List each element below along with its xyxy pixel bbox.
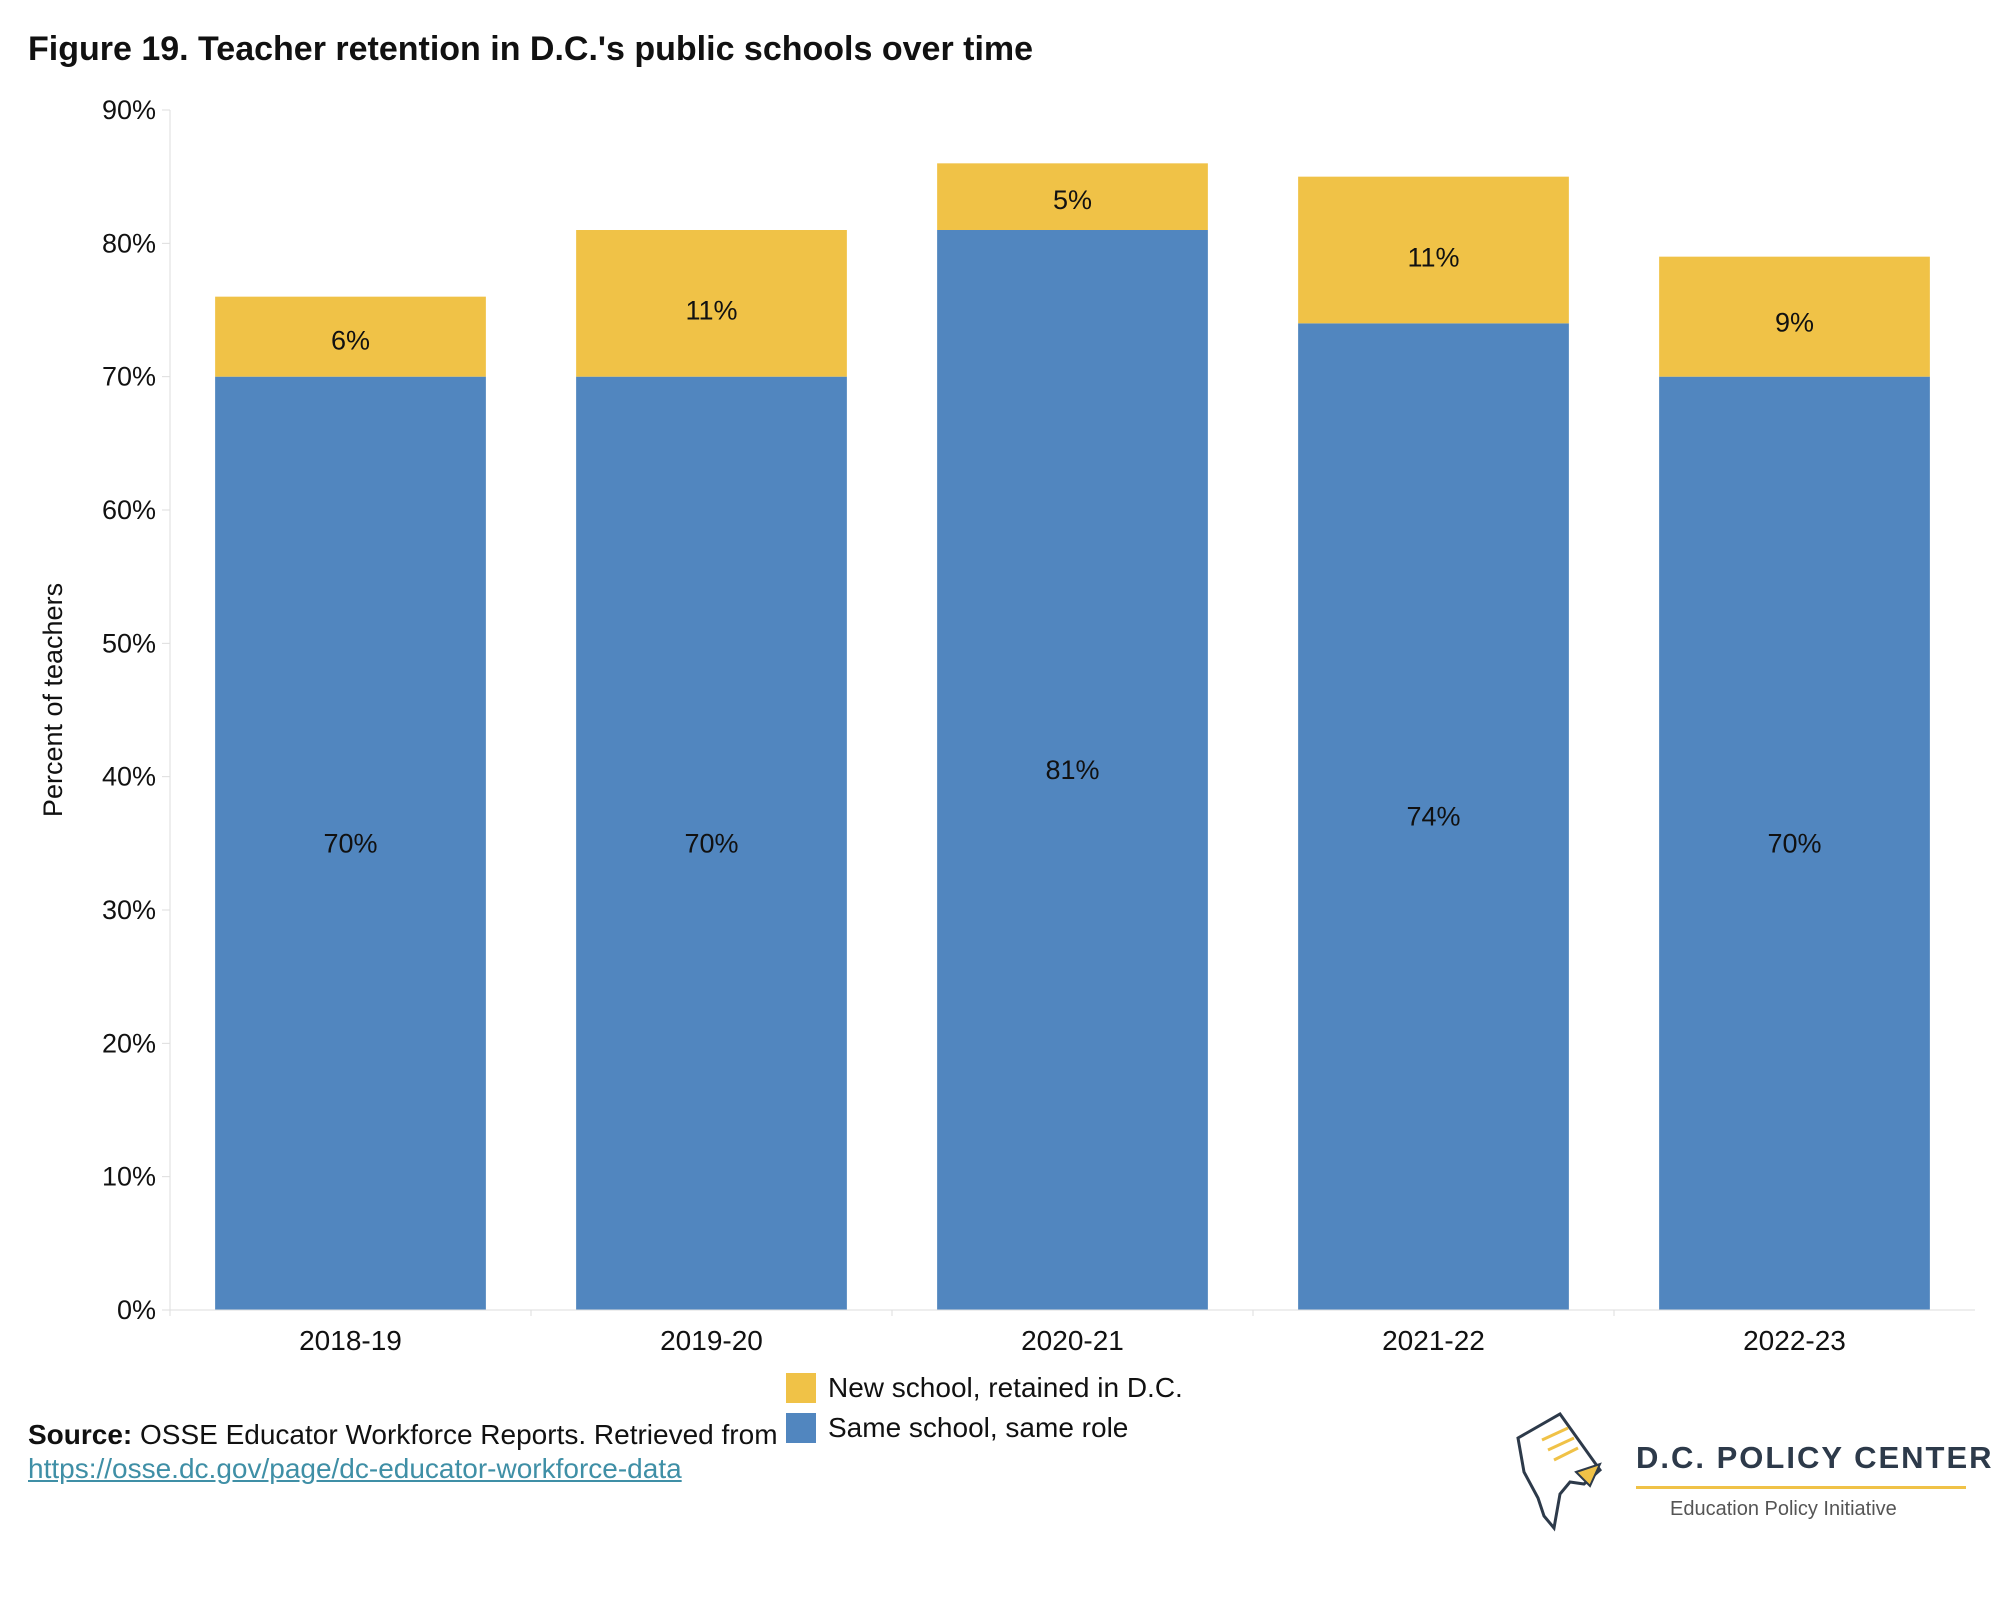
y-axis: 0% 10% 20% 30% 40% 50% 60% 70% 80% 90% bbox=[102, 95, 171, 1325]
x-axis: 2018-19 2019-20 2020-21 2021-22 2022-23 bbox=[169, 1309, 1975, 1356]
data-label: 11% bbox=[685, 296, 737, 326]
dc-map-pencil-icon bbox=[1516, 1412, 1603, 1532]
bar-segment-same-school bbox=[215, 376, 486, 1311]
source-link[interactable]: https://osse.dc.gov/page/dc-educator-wor… bbox=[28, 1453, 682, 1484]
y-axis-title: Percent of teachers bbox=[38, 583, 68, 817]
source-note: Source: OSSE Educator Workforce Reports.… bbox=[28, 1418, 788, 1486]
logo-subtitle: Education Policy Initiative bbox=[1670, 1498, 1897, 1520]
y-tick-label: 50% bbox=[102, 628, 156, 658]
bar-segment-same-school bbox=[937, 230, 1208, 1310]
data-label: 81% bbox=[1045, 755, 1099, 785]
bars bbox=[215, 163, 1930, 1311]
data-labels: 70% 6% 70% 11% 81% 5% 74% 11% 70% 9% bbox=[323, 185, 1821, 858]
y-tick-label: 60% bbox=[102, 495, 156, 525]
y-tick-label: 70% bbox=[102, 362, 156, 392]
legend-item-new-school: New school, retained in D.C. bbox=[786, 1368, 1183, 1408]
bar-segment-new-school bbox=[937, 163, 1208, 230]
data-label: 70% bbox=[1767, 828, 1821, 858]
x-tick-label: 2021-22 bbox=[1382, 1325, 1485, 1356]
y-tick-label: 10% bbox=[102, 1162, 156, 1192]
data-label: 11% bbox=[1407, 242, 1459, 272]
legend-swatch-same-school bbox=[786, 1413, 816, 1443]
y-tick-label: 40% bbox=[102, 762, 156, 792]
logo-name: D.C. POLICY CENTER bbox=[1636, 1440, 1994, 1475]
y-tick-label: 80% bbox=[102, 228, 156, 258]
source-label: Source: bbox=[28, 1419, 133, 1450]
source-text: OSSE Educator Workforce Reports. Retriev… bbox=[132, 1419, 778, 1450]
x-tick-label: 2018-19 bbox=[299, 1325, 402, 1356]
data-label: 9% bbox=[1775, 308, 1814, 338]
chart: 0% 10% 20% 30% 40% 50% 60% 70% 80% 90% 70% 6% 70% 11… bbox=[38, 95, 1975, 1356]
legend-item-same-school: Same school, same role bbox=[786, 1408, 1183, 1448]
y-tick-label: 0% bbox=[117, 1295, 156, 1325]
bar-segment-same-school bbox=[576, 376, 847, 1311]
legend-label-new-school: New school, retained in D.C. bbox=[828, 1372, 1183, 1403]
bar-segment-new-school bbox=[576, 230, 847, 377]
y-tick-label: 30% bbox=[102, 895, 156, 925]
y-tick-label: 20% bbox=[102, 1028, 156, 1058]
legend-label-same-school: Same school, same role bbox=[828, 1412, 1129, 1443]
chart-title: Figure 19. Teacher retention in D.C.'s p… bbox=[28, 30, 1034, 68]
x-tick-label: 2022-23 bbox=[1743, 1325, 1846, 1356]
x-tick-label: 2019-20 bbox=[660, 1325, 763, 1356]
logo-rule bbox=[1636, 1486, 1966, 1489]
bar-segment-same-school bbox=[1659, 376, 1930, 1311]
bar-segment-new-school bbox=[215, 296, 486, 377]
data-label: 6% bbox=[331, 326, 370, 356]
bar-segment-new-school bbox=[1659, 256, 1930, 377]
bar-segment-new-school bbox=[1298, 176, 1569, 324]
data-label: 74% bbox=[1406, 802, 1460, 832]
y-tick-label: 90% bbox=[102, 95, 156, 125]
bar-segment-same-school bbox=[1298, 323, 1569, 1310]
data-label: 70% bbox=[684, 828, 738, 858]
legend-swatch-new-school bbox=[786, 1373, 816, 1403]
dc-policy-center-logo: D.C. POLICY CENTER Education Policy Init… bbox=[1508, 1410, 1992, 1540]
x-tick-label: 2020-21 bbox=[1021, 1325, 1124, 1356]
data-label: 70% bbox=[323, 828, 377, 858]
legend: New school, retained in D.C. Same school… bbox=[786, 1368, 1183, 1448]
data-label: 5% bbox=[1053, 185, 1092, 215]
